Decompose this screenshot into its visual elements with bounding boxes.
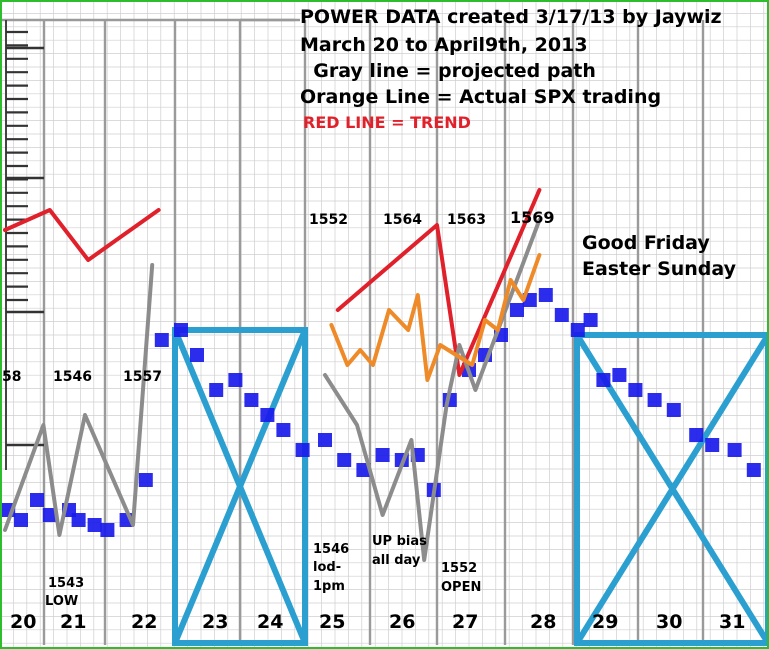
- series-line: [3, 263, 155, 537]
- value-label: 58: [2, 369, 21, 385]
- power-data-point: [727, 443, 742, 457]
- day-label: 25: [319, 611, 345, 633]
- power-data-point: [705, 438, 720, 452]
- title-block: POWER DATA created 3/17/13 by Jaywiz Mar…: [300, 6, 722, 132]
- power-data-point: [583, 313, 598, 327]
- day-label: 21: [60, 611, 86, 633]
- note-line: 1546: [313, 542, 349, 557]
- power-data-point: [174, 323, 188, 337]
- day-label: 24: [257, 611, 283, 633]
- day-label: 31: [719, 611, 745, 633]
- power-data-point: [689, 428, 704, 442]
- note-line: 1552: [441, 561, 477, 576]
- power-data-point: [138, 473, 153, 487]
- left-axis-ticks: [5, 20, 44, 470]
- annotation-notes: 1543 LOW 1546 lod- 1pm UP bias all day 1…: [45, 534, 481, 609]
- power-data-point: [538, 288, 553, 302]
- power-data-point: [30, 493, 44, 507]
- title-line-4: Orange Line = Actual SPX trading: [300, 86, 661, 108]
- note-line: 1543: [48, 576, 84, 591]
- power-data-points: [1, 288, 761, 537]
- value-label: 1552: [309, 212, 348, 228]
- day-label: 23: [202, 611, 228, 633]
- value-label: 1564: [383, 212, 422, 228]
- cross-stroke: [172, 328, 308, 645]
- day-label: 22: [131, 611, 157, 633]
- day-label: 28: [530, 611, 556, 633]
- cross-stroke: [574, 333, 769, 645]
- value-label: 1569: [510, 208, 555, 227]
- note-line: LOW: [45, 594, 78, 609]
- power-data-point: [510, 303, 524, 317]
- power-data-point: [337, 453, 352, 467]
- power-data-point: [228, 373, 243, 387]
- value-labels: 58 1546 1557 1552 1564 1563 1569: [2, 208, 555, 385]
- note-line: 1pm: [313, 579, 345, 594]
- power-data-point: [87, 518, 102, 532]
- title-line-1: POWER DATA created 3/17/13 by Jaywiz: [300, 6, 722, 28]
- value-label: 1557: [123, 369, 162, 385]
- power-data-point: [628, 383, 643, 397]
- power-data-point: [570, 323, 585, 337]
- power-data-point: [209, 383, 224, 397]
- holiday-labels: Good Friday Easter Sunday: [582, 232, 737, 280]
- title-line-3: Gray line = projected path: [300, 60, 596, 82]
- title-line-2: March 20 to April9th, 2013: [300, 34, 588, 56]
- day-label: 26: [389, 611, 415, 633]
- crossed-box: [172, 327, 308, 646]
- power-data-point: [276, 423, 291, 437]
- power-data-point: [100, 523, 115, 537]
- holiday-line-2: Easter Sunday: [582, 258, 737, 280]
- power-data-point: [71, 513, 86, 527]
- value-label: 1546: [53, 369, 92, 385]
- power-data-point: [375, 448, 390, 462]
- power-data-point: [14, 513, 28, 527]
- power-data-point: [554, 308, 569, 322]
- series-line: [3, 208, 161, 262]
- day-label: 20: [10, 611, 36, 633]
- power-data-point: [647, 393, 662, 407]
- note-line: OPEN: [441, 580, 481, 595]
- note-line: lod-: [313, 560, 341, 575]
- note-line: all day: [372, 553, 421, 568]
- power-data-point: [666, 403, 681, 417]
- series-line: [335, 188, 542, 377]
- power-data-point: [154, 333, 169, 347]
- day-label: 29: [592, 611, 618, 633]
- power-data-point: [318, 433, 332, 447]
- power-data-point: [596, 373, 611, 387]
- note-line: UP bias: [372, 534, 427, 549]
- series-line: [329, 253, 542, 382]
- day-label: 27: [452, 611, 478, 633]
- power-data-point: [190, 348, 204, 362]
- power-data-point: [746, 463, 761, 477]
- series-line: [323, 218, 542, 562]
- power-data-point: [42, 508, 57, 522]
- holiday-line-1: Good Friday: [582, 232, 710, 254]
- power-data-point: [244, 393, 259, 407]
- line-series: [3, 188, 542, 562]
- power-data-point: [260, 408, 275, 422]
- day-labels: 20 21 22 23 24 25 26 27 28 29 30 31: [10, 611, 745, 633]
- day-label: 30: [656, 611, 682, 633]
- power-data-point: [612, 368, 627, 382]
- trend-legend: RED LINE = TREND: [303, 113, 471, 132]
- power-data-point: [295, 443, 310, 457]
- value-label: 1563: [447, 212, 486, 228]
